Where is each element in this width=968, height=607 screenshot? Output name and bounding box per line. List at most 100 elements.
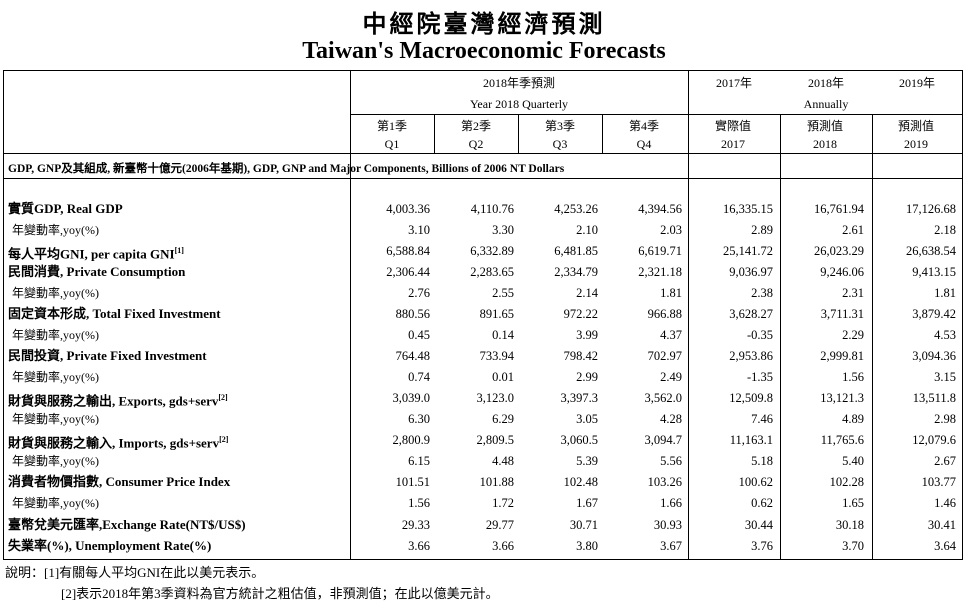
table-cell: 0.45 bbox=[408, 328, 430, 342]
table-cell: 100.62 bbox=[738, 475, 773, 489]
table-cell: 2.55 bbox=[492, 286, 514, 300]
table-cell: 11,765.6 bbox=[820, 433, 864, 447]
table-cell: 2.03 bbox=[660, 223, 682, 237]
footnote-marker: [2] bbox=[219, 435, 229, 444]
table-cell: 3,628.27 bbox=[729, 307, 773, 321]
row-label: 實質GDP, Real GDP bbox=[8, 201, 123, 216]
table-cell: 4.28 bbox=[660, 412, 682, 426]
header-quarterly-en: Year 2018 Quarterly bbox=[469, 97, 569, 111]
table-cell: 2,321.18 bbox=[638, 265, 682, 279]
table-cell: 9,246.06 bbox=[820, 265, 864, 279]
table-cell: 0.74 bbox=[408, 370, 430, 384]
table-cell: 2,999.81 bbox=[820, 349, 864, 363]
table-cell: 30.44 bbox=[744, 518, 773, 532]
table-cell: 891.65 bbox=[479, 307, 514, 321]
table-cell: 4,253.26 bbox=[554, 202, 598, 216]
table-cell: 972.22 bbox=[563, 307, 598, 321]
table-cell: 6.30 bbox=[408, 412, 430, 426]
table-cell: 30.18 bbox=[835, 518, 864, 532]
grid-vline bbox=[780, 115, 781, 559]
table-cell: 3,039.0 bbox=[392, 391, 431, 405]
table-cell: 2.76 bbox=[408, 286, 430, 300]
table-cell: 3.76 bbox=[751, 539, 773, 553]
table-cell: 101.88 bbox=[479, 475, 514, 489]
table-cell: 2.99 bbox=[576, 370, 598, 384]
header-annually: Annually bbox=[803, 97, 849, 111]
table-cell: 5.40 bbox=[842, 454, 864, 468]
table-cell: 3,879.42 bbox=[912, 307, 956, 321]
row-label: 年變動率,yoy(%) bbox=[12, 370, 99, 384]
footnote-marker: [1] bbox=[174, 246, 184, 255]
column-header-zh: 實際值 bbox=[714, 119, 751, 133]
table-cell: 0.62 bbox=[751, 496, 773, 510]
table-cell: 7.46 bbox=[751, 412, 773, 426]
table-cell: 12,079.6 bbox=[912, 433, 956, 447]
table-cell: 3.66 bbox=[408, 539, 430, 553]
row-label: 民間投資, Private Fixed Investment bbox=[8, 348, 207, 363]
table-cell: 16,761.94 bbox=[814, 202, 864, 216]
table-cell: 0.01 bbox=[492, 370, 514, 384]
header-2018: 2018年 bbox=[807, 76, 844, 90]
table-cell: 3,060.5 bbox=[560, 433, 599, 447]
table-cell: 2,334.79 bbox=[554, 265, 598, 279]
column-header-zh: 預測值 bbox=[806, 119, 843, 133]
table-cell: 29.77 bbox=[485, 518, 514, 532]
table-cell: 9,036.97 bbox=[729, 265, 773, 279]
grid-vline bbox=[350, 71, 351, 559]
table-cell: 6,588.84 bbox=[386, 244, 430, 258]
table-cell: 30.93 bbox=[653, 518, 682, 532]
table-cell: 6,481.85 bbox=[554, 244, 598, 258]
grid-vline bbox=[688, 71, 689, 559]
table-cell: 3.30 bbox=[492, 223, 514, 237]
header-2019: 2019年 bbox=[898, 76, 935, 90]
table-cell: 3.15 bbox=[934, 370, 956, 384]
table-cell: 26,638.54 bbox=[906, 244, 956, 258]
table-cell: 1.46 bbox=[934, 496, 956, 510]
forecast-table bbox=[3, 70, 963, 560]
section-label: GDP, GNP及其組成, 新臺幣十億元(2006年基期), GDP, GNP … bbox=[8, 163, 565, 175]
table-cell: 30.71 bbox=[569, 518, 598, 532]
table-cell: 16,335.15 bbox=[723, 202, 773, 216]
table-cell: 103.26 bbox=[647, 475, 682, 489]
row-label: 固定資本形成, Total Fixed Investment bbox=[8, 306, 221, 321]
table-cell: 764.48 bbox=[395, 349, 430, 363]
table-cell: 3.66 bbox=[492, 539, 514, 553]
table-cell: 2,800.9 bbox=[392, 433, 431, 447]
grid-hline bbox=[4, 153, 962, 154]
table-cell: -0.35 bbox=[746, 328, 773, 342]
column-header-zh: 預測值 bbox=[897, 119, 934, 133]
table-cell: 1.66 bbox=[660, 496, 682, 510]
table-cell: 1.56 bbox=[842, 370, 864, 384]
table-cell: 12,509.8 bbox=[729, 391, 773, 405]
grid-hline bbox=[350, 114, 962, 115]
table-cell: 9,413.15 bbox=[912, 265, 956, 279]
table-cell: 3.80 bbox=[576, 539, 598, 553]
table-cell: 1.65 bbox=[842, 496, 864, 510]
table-cell: 2.89 bbox=[751, 223, 773, 237]
table-cell: 11,163.1 bbox=[729, 433, 773, 447]
page-title-zh: 中經院臺灣經濟預測 bbox=[362, 9, 606, 38]
table-cell: 1.67 bbox=[576, 496, 598, 510]
table-cell: 5.39 bbox=[576, 454, 598, 468]
table-cell: 3.10 bbox=[408, 223, 430, 237]
table-cell: 2.29 bbox=[842, 328, 864, 342]
page-title-en: Taiwan's Macroeconomic Forecasts bbox=[302, 38, 666, 64]
table-cell: 2.31 bbox=[842, 286, 864, 300]
table-cell: 4.37 bbox=[660, 328, 682, 342]
table-cell: 17,126.68 bbox=[906, 202, 956, 216]
header-2017: 2017年 bbox=[715, 76, 752, 90]
table-cell: 25,141.72 bbox=[723, 244, 773, 258]
table-cell: 26,023.29 bbox=[814, 244, 864, 258]
row-label: 財貨與服務之輸入, Imports, gds+serv[2] bbox=[8, 435, 229, 451]
table-cell: 103.77 bbox=[921, 475, 956, 489]
table-cell: 4.53 bbox=[934, 328, 956, 342]
table-cell: 2.61 bbox=[842, 223, 864, 237]
table-cell: 2.98 bbox=[934, 412, 956, 426]
table-cell: 3.67 bbox=[660, 539, 682, 553]
column-header-en: Q4 bbox=[636, 137, 652, 151]
row-label: 每人平均GNI, per capita GNI[1] bbox=[8, 246, 184, 262]
row-label: 年變動率,yoy(%) bbox=[12, 496, 99, 510]
table-cell: 1.72 bbox=[492, 496, 514, 510]
table-cell: 3,123.0 bbox=[476, 391, 515, 405]
row-label: 年變動率,yoy(%) bbox=[12, 454, 99, 468]
